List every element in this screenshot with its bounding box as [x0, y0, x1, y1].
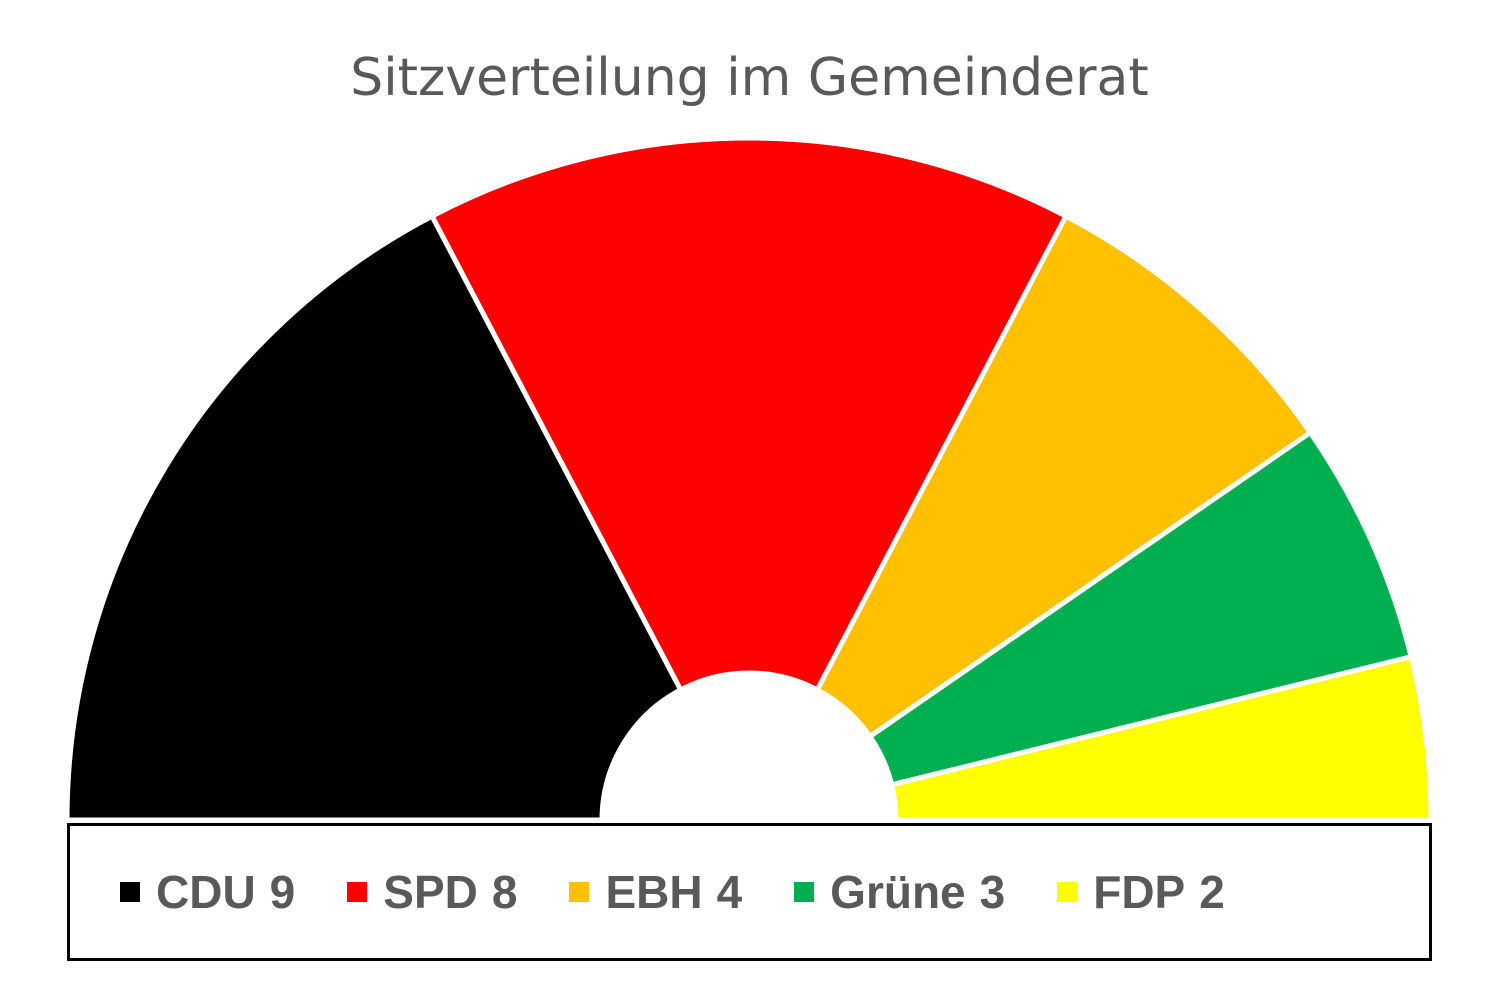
legend-item-gr-ne: Grüne 3 [794, 865, 1005, 919]
legend-swatch-fdp [1057, 882, 1078, 902]
segment-cdu [64, 213, 684, 823]
legend-item-fdp: FDP 2 [1057, 865, 1225, 919]
legend-label-cdu: CDU [156, 866, 256, 918]
legend-value-fdp: 2 [1199, 866, 1225, 918]
legend-value-spd: 8 [491, 866, 518, 918]
legend: CDU 9 SPD 8 EBH 4 Grüne 3 FDP 2 [67, 823, 1432, 961]
chart-title: Sitzverteilung im Gemeinderat [350, 48, 1149, 108]
segment-gr-ne [867, 430, 1414, 788]
legend-swatch-spd [347, 882, 368, 902]
segment-fdp [889, 654, 1434, 823]
legend-label-ebh: EBH [605, 866, 703, 918]
legend-label-fdp: FDP [1093, 866, 1186, 918]
legend-label-spd: SPD [383, 866, 478, 918]
segment-ebh [814, 213, 1313, 739]
legend-item-cdu: CDU 9 [120, 865, 295, 919]
legend-value-ebh: 4 [716, 866, 743, 918]
legend-label-gr-ne: Grüne [830, 866, 966, 918]
legend-value-cdu: 9 [269, 866, 296, 918]
legend-item-spd: SPD 8 [347, 865, 517, 919]
legend-value-gr-ne: 3 [979, 866, 1006, 918]
legend-swatch-gr-ne [794, 882, 815, 902]
legend-swatch-cdu [120, 882, 140, 902]
legend-swatch-ebh [569, 882, 590, 902]
legend-item-ebh: EBH 4 [569, 865, 742, 919]
segment-spd [429, 135, 1069, 693]
